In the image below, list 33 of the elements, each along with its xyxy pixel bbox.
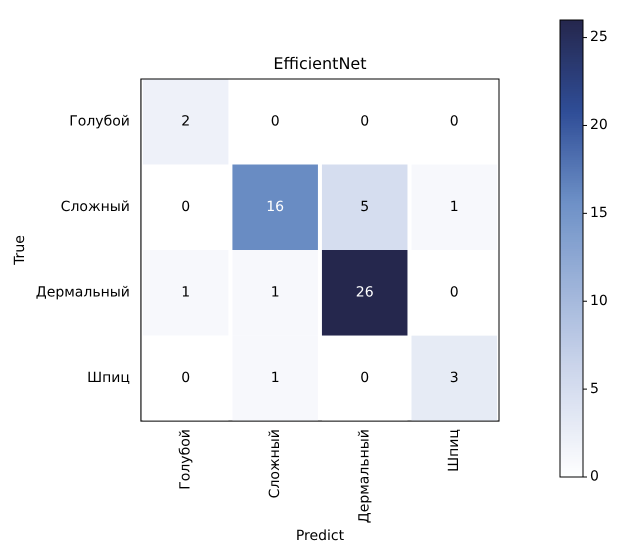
data-label: 0 <box>360 370 370 386</box>
data-label: 0 <box>181 370 190 386</box>
data-label: 3 <box>450 370 459 386</box>
y-tick-label: Сложный <box>60 198 130 215</box>
data-label: 0 <box>181 198 190 215</box>
x-axis-title: Predict <box>296 528 345 544</box>
data-label: 1 <box>270 370 280 386</box>
data-label: 0 <box>450 284 459 300</box>
data-label: 16 <box>266 198 284 215</box>
color-bar-label: 15 <box>590 204 608 221</box>
data-label: 1 <box>450 198 459 215</box>
y-tick-label: Голубой <box>69 113 130 130</box>
color-bar-label: 5 <box>590 380 599 397</box>
x-tick-label: Голубой <box>177 429 194 490</box>
color-bar-label: 20 <box>590 117 608 134</box>
x-tick-label: Дермальный <box>356 429 372 524</box>
data-label: 0 <box>360 113 370 130</box>
data-label: 0 <box>450 113 459 130</box>
data-label: 1 <box>270 284 280 300</box>
color-bar-label: 25 <box>590 29 608 46</box>
y-tick-label: Дермальный <box>36 284 130 300</box>
chart-title: EfficientNet <box>273 54 367 74</box>
x-tick-label: Сложный <box>266 429 283 498</box>
color-bar-label: 10 <box>590 292 608 309</box>
data-label: 5 <box>360 198 370 215</box>
data-label: 1 <box>181 284 190 300</box>
x-tick-label: Шпиц <box>446 429 462 472</box>
y-tick-label: Шпиц <box>87 370 130 386</box>
y-axis-title: True <box>12 235 28 266</box>
data-label: 26 <box>356 284 374 300</box>
color-bar-label: 0 <box>590 468 599 485</box>
data-label: 2 <box>181 113 190 130</box>
data-label: 0 <box>270 113 280 130</box>
